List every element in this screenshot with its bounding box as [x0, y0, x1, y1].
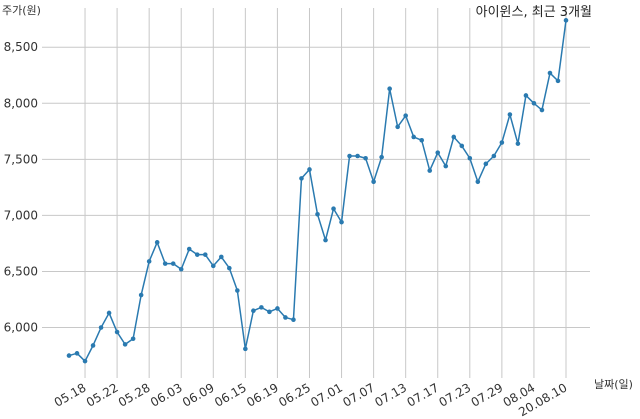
data-point	[523, 93, 529, 98]
price-series	[68, 20, 567, 362]
x-tick-label: 06.15	[212, 380, 249, 409]
y-axis-label: 주가(원)	[2, 4, 41, 17]
data-point	[66, 353, 72, 358]
data-point	[170, 261, 176, 266]
data-point	[219, 254, 224, 260]
x-tick-label: 07.17	[404, 380, 441, 409]
data-point	[539, 107, 545, 113]
x-tick-label: 06.09	[180, 380, 217, 409]
x-tick-label: 05.18	[52, 380, 89, 409]
x-tick-label: 05.22	[84, 380, 121, 409]
y-tick-label: 6,000	[4, 321, 38, 335]
data-point	[251, 308, 256, 314]
data-point	[363, 155, 368, 161]
data-point	[395, 124, 400, 130]
data-point	[162, 261, 168, 266]
data-point	[411, 134, 416, 140]
data-point	[379, 154, 384, 160]
data-point	[507, 112, 513, 117]
series-line	[68, 20, 567, 362]
data-point	[186, 246, 192, 252]
data-point	[323, 237, 328, 243]
data-point	[307, 167, 312, 172]
data-point	[299, 176, 304, 181]
data-point	[443, 163, 449, 169]
x-tick-label: 07.07	[340, 380, 377, 409]
data-point	[355, 153, 360, 159]
data-point	[267, 309, 272, 315]
data-point	[555, 78, 561, 84]
y-axis-ticks: 6,000 6,500 7,000 7,500 8,000 8,500	[4, 40, 38, 334]
data-point	[235, 288, 240, 293]
x-tick-label: 07.23	[437, 380, 474, 409]
data-point	[419, 138, 425, 143]
y-tick-label: 8,000	[4, 96, 38, 110]
data-point	[283, 315, 288, 320]
data-point	[387, 86, 392, 92]
x-tick-label: 06.03	[148, 380, 185, 409]
x-tick-label: 06.19	[244, 380, 281, 409]
data-point	[331, 206, 336, 211]
data-point	[347, 153, 352, 159]
data-point	[154, 240, 160, 245]
data-point	[98, 325, 104, 330]
data-point	[243, 346, 248, 352]
x-tick-label: 07.29	[469, 380, 506, 409]
data-point	[202, 252, 208, 257]
data-point	[291, 317, 296, 322]
grid	[42, 8, 590, 378]
data-point	[435, 150, 441, 155]
data-point	[194, 252, 200, 257]
data-point	[531, 101, 537, 106]
y-tick-label: 8,500	[4, 40, 38, 54]
data-point	[451, 134, 457, 140]
data-point	[403, 113, 408, 118]
x-tick-label: 07.01	[308, 380, 345, 409]
x-tick-label: 06.25	[276, 380, 313, 409]
data-point	[227, 265, 232, 271]
data-point	[130, 336, 136, 342]
data-point	[427, 168, 433, 173]
data-point	[74, 351, 80, 356]
x-axis-label: 날짜(일)	[594, 377, 633, 391]
data-point	[178, 266, 184, 272]
data-point	[499, 140, 505, 145]
data-point	[515, 141, 521, 146]
data-point	[90, 343, 96, 348]
data-point	[114, 329, 120, 335]
x-tick-label: 05.28	[116, 380, 153, 409]
data-point	[483, 161, 489, 167]
data-point	[259, 305, 264, 310]
data-point	[146, 259, 152, 264]
data-point	[138, 292, 144, 298]
price-points	[66, 18, 569, 364]
data-point	[371, 179, 376, 185]
y-tick-label: 7,500	[4, 152, 38, 166]
data-point	[459, 143, 465, 149]
data-point	[275, 306, 280, 311]
data-point	[339, 219, 344, 225]
data-point	[122, 342, 128, 347]
data-point	[467, 155, 473, 161]
data-point	[563, 18, 569, 23]
data-point	[547, 70, 553, 76]
data-point	[106, 310, 112, 316]
data-point	[210, 263, 216, 269]
data-point	[315, 212, 320, 217]
data-point	[82, 358, 88, 364]
y-tick-label: 6,500	[4, 264, 38, 278]
chart-title: 아이윈스, 최근 3개월	[476, 5, 592, 20]
data-point	[491, 153, 497, 159]
x-tick-label: 07.13	[372, 380, 409, 409]
data-point	[475, 179, 481, 185]
y-tick-label: 7,000	[4, 208, 38, 222]
x-axis-ticks: 05.1805.2205.2806.0306.0906.1506.1906.25…	[52, 380, 570, 419]
